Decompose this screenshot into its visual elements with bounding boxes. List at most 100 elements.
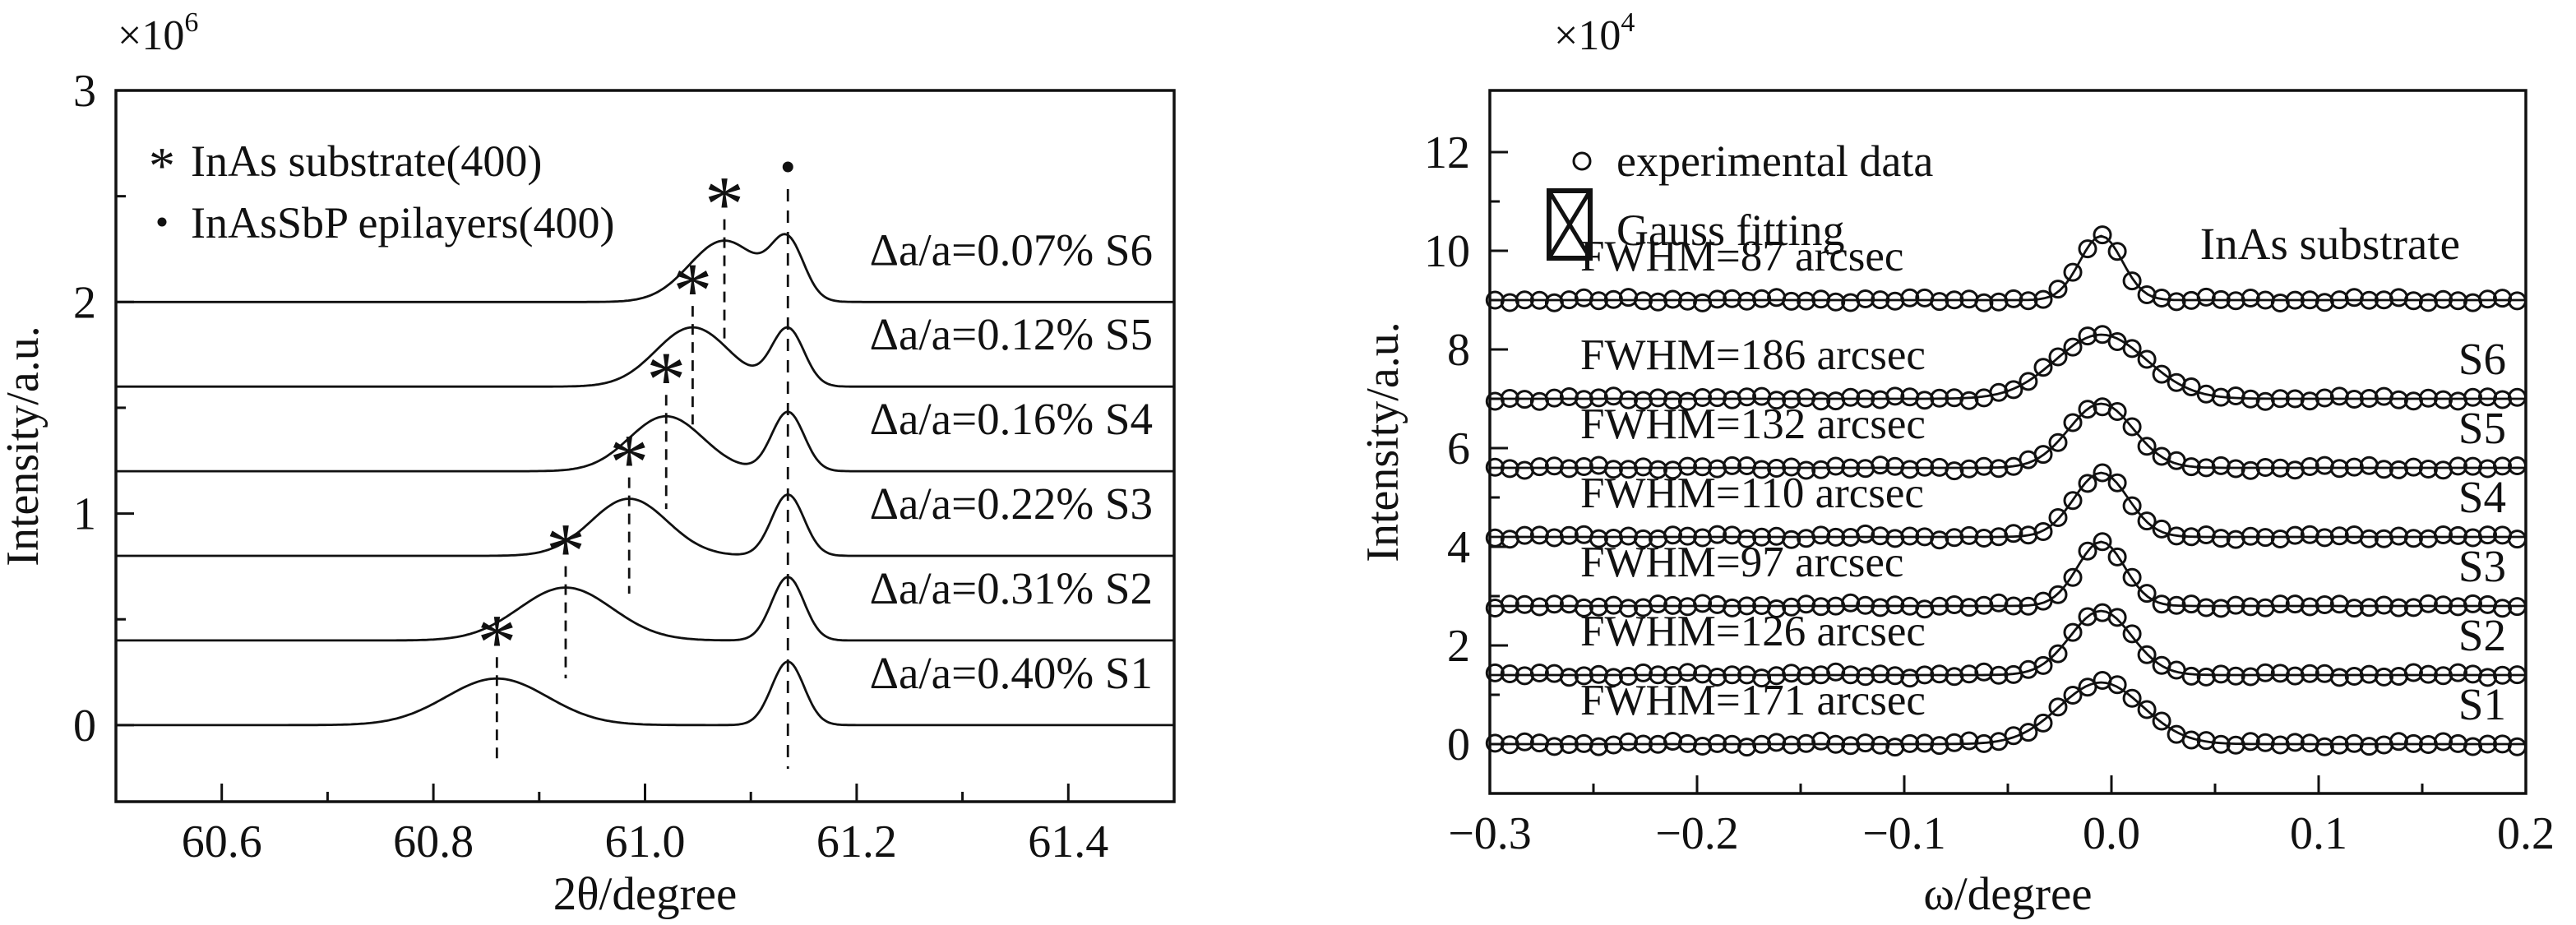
- experimental-data-point: [2033, 713, 2053, 733]
- experimental-data-point: [1723, 289, 1742, 308]
- experimental-data-point: [1589, 737, 1608, 756]
- experimental-data-point: [2315, 528, 2334, 548]
- experimental-data-point: [2107, 608, 2127, 627]
- experimental-data-point: [2508, 387, 2527, 407]
- experimental-data-point: [1811, 597, 1831, 617]
- experimental-data-point: [1737, 596, 1757, 616]
- y-tick-label: 12: [1424, 127, 1470, 178]
- x-axis-title: ω/degree: [1923, 868, 2092, 920]
- experimental-data-point: [2374, 667, 2393, 687]
- y-tick-label: 1: [73, 489, 96, 540]
- experimental-data-point: [1856, 524, 1875, 543]
- x-tick-label: −0.2: [1655, 808, 1739, 859]
- experimental-data-point: [2048, 347, 2068, 367]
- experimental-data-point: [1589, 597, 1608, 617]
- experimental-data-point: [2374, 290, 2393, 310]
- y-tick-label: 0: [73, 701, 96, 752]
- experimental-data-point: [2403, 291, 2423, 311]
- experimental-data-point: [1945, 528, 1964, 548]
- experimental-data-point: [2478, 289, 2497, 309]
- experimental-data-point: [2093, 325, 2112, 345]
- experimental-data-point: [1945, 461, 1964, 481]
- experimental-data-point: [1693, 388, 1713, 407]
- experimental-data-point: [1515, 732, 1534, 752]
- experimental-data-point: [1708, 525, 1727, 544]
- experimental-data-point: [2270, 294, 2290, 312]
- experimental-data-point: [2152, 519, 2171, 539]
- experimental-data-point: [2181, 666, 2201, 686]
- experimental-data-point: [2403, 733, 2423, 753]
- experimental-data-point: [2389, 526, 2408, 546]
- experimental-data-point: [2078, 239, 2097, 259]
- experimental-data-point: [1485, 733, 1505, 753]
- experimental-data-point: [1930, 388, 1949, 408]
- experimental-data-point: [1678, 663, 1697, 682]
- experimental-data-point: [1945, 733, 1964, 752]
- experimental-data-point: [1811, 525, 1831, 545]
- series-label-s1: S1: [2458, 679, 2506, 729]
- experimental-data-point: [1826, 527, 1846, 547]
- experimental-data-point: [2285, 666, 2305, 686]
- experimental-data-point: [2434, 525, 2453, 544]
- legend-crossed-box-marker: [1547, 188, 1593, 261]
- fwhm-label-4: FWHM=97 arcsec: [1580, 539, 1903, 586]
- experimental-data-point: [2418, 460, 2438, 479]
- epilayer-peak-asterisk-marker: *: [609, 419, 649, 506]
- x-tick-label: 61.2: [816, 816, 897, 867]
- experimental-data-point: [1589, 529, 1608, 548]
- experimental-data-point: [1811, 391, 1831, 411]
- experimental-data-point: [1500, 664, 1519, 683]
- experimental-data-point: [1752, 668, 1772, 688]
- experimental-data-point: [1871, 290, 1890, 310]
- experimental-data-point: [2063, 413, 2083, 432]
- experimental-data-point: [2137, 349, 2157, 369]
- experimental-data-point: [2315, 388, 2334, 408]
- experimental-data-point: [1619, 599, 1638, 618]
- x-tick-label: 60.8: [393, 816, 474, 867]
- y-tick-label: 2: [73, 277, 96, 328]
- experimental-data-point: [2508, 665, 2527, 685]
- experimental-data-point: [1989, 459, 2009, 479]
- experimental-data-point: [1529, 664, 1549, 682]
- experimental-data-point: [2137, 584, 2157, 604]
- x-axis-title: 2θ/degree: [553, 868, 738, 920]
- x-tick-label: −0.3: [1448, 808, 1532, 859]
- experimental-data-point: [1767, 599, 1787, 618]
- experimental-data-point: [2093, 225, 2112, 245]
- experimental-data-point: [2033, 522, 2053, 541]
- experimental-data-point: [1752, 734, 1772, 754]
- experimental-data-point: [2508, 737, 2527, 756]
- experimental-data-point: [1649, 460, 1667, 479]
- experimental-data-point: [2122, 339, 2142, 358]
- experimental-data-point: [1663, 391, 1682, 410]
- experimental-data-point: [2122, 624, 2142, 644]
- experimental-data-point: [2093, 463, 2112, 483]
- experimental-data-point: [1930, 292, 1949, 312]
- experimental-data-point: [1841, 593, 1861, 613]
- experimental-data-point: [2152, 594, 2171, 614]
- experimental-data-point: [1841, 458, 1861, 478]
- y-tick-label: 4: [1447, 522, 1470, 573]
- experimental-data-point: [2211, 529, 2231, 548]
- experimental-data-point: [2270, 458, 2290, 478]
- experimental-data-point: [1767, 459, 1787, 478]
- experimental-data-point: [1619, 460, 1638, 479]
- experimental-data-point: [2004, 289, 2023, 308]
- experimental-data-point: [2137, 700, 2157, 719]
- legend-label-experimental: experimental data: [1616, 136, 1933, 186]
- experimental-data-point: [2004, 524, 2023, 543]
- experimental-data-point: [1574, 598, 1593, 617]
- experimental-data-point: [1871, 456, 1890, 475]
- experimental-data-point: [1515, 390, 1534, 409]
- experimental-data-point: [2329, 290, 2349, 310]
- experimental-data-point: [2181, 377, 2201, 396]
- legend-dot-marker: [157, 217, 167, 227]
- experimental-data-point: [2344, 599, 2364, 618]
- experimental-data-point: [1559, 459, 1579, 479]
- experimental-data-point: [2107, 242, 2127, 261]
- experimental-data-point: [1634, 734, 1653, 754]
- experimental-data-point: [1678, 291, 1697, 311]
- experimental-data-point: [1500, 389, 1519, 408]
- experimental-data-point: [2329, 459, 2349, 479]
